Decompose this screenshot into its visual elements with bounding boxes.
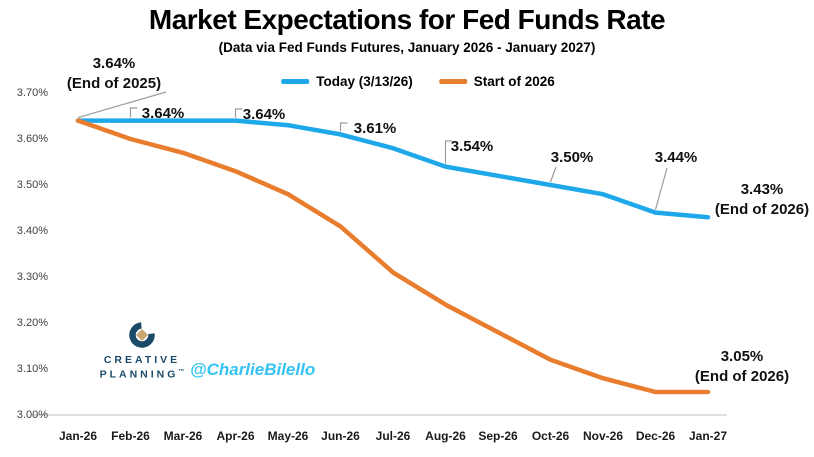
data-label: 3.05% (End of 2026) — [695, 347, 789, 387]
data-label-line: (End of 2026) — [714, 201, 810, 218]
y-tick-label: 3.30% — [16, 271, 48, 283]
logo-text-planning: PLANNING™ — [99, 368, 185, 381]
y-tick-label: 3.70% — [16, 87, 48, 99]
data-label-line: 3.64% — [92, 55, 136, 72]
data-label: 3.64% — [142, 104, 185, 124]
y-tick-label: 3.50% — [16, 179, 48, 191]
twitter-handle: @CharlieBilello — [190, 360, 316, 379]
x-tick-label: Mar-26 — [163, 429, 203, 443]
logo-c-ring — [129, 322, 155, 348]
x-tick-label: Oct-26 — [531, 429, 570, 443]
chart-title: Market Expectations for Fed Funds Rate — [148, 4, 666, 35]
legend: Today (3/13/26) Start of 2026 — [281, 74, 555, 89]
data-label-line: 3.43% — [740, 181, 784, 198]
label-leader-line — [654, 167, 668, 210]
data-label: 3.50% — [551, 148, 594, 168]
start-of-2026-series-line — [75, 118, 711, 395]
label-leader-line — [444, 140, 453, 164]
x-tick-label: Dec-26 — [635, 429, 676, 443]
x-tick-label: Jan-27 — [688, 429, 728, 443]
data-label-line: 3.64% — [141, 105, 185, 122]
label-leader-line — [129, 107, 138, 118]
label-leader-line — [549, 166, 557, 183]
creative-planning-logo-icon — [129, 322, 155, 348]
x-tick-label: Jul-26 — [375, 429, 411, 443]
legend-item: Today (3/13/26) — [281, 74, 413, 89]
x-tick-label: Apr-26 — [216, 429, 255, 443]
data-label-line: 3.05% — [720, 348, 764, 365]
x-tick-label: Jun-26 — [321, 429, 360, 443]
chart-subtitle: (Data via Fed Funds Futures, January 202… — [218, 40, 596, 55]
label-leader-line — [77, 91, 167, 119]
x-tick-label: May-26 — [267, 429, 309, 443]
y-tick-label: 3.00% — [16, 409, 48, 421]
y-tick-label: 3.20% — [16, 317, 48, 329]
x-tick-label: Sep-26 — [478, 429, 518, 443]
y-tick-label: 3.40% — [16, 225, 48, 237]
data-label-line: 3.64% — [242, 106, 286, 123]
creative-planning-logo: CREATIVE PLANNING™ — [86, 320, 198, 381]
trademark-symbol: ™ — [178, 369, 185, 375]
y-tick-label: 3.10% — [16, 363, 48, 375]
data-label: 3.61% — [354, 119, 397, 139]
data-label: 3.54% — [451, 137, 494, 157]
data-label-line: 3.54% — [450, 138, 494, 155]
data-label-line: 3.50% — [550, 149, 594, 166]
data-label: 3.64% — [243, 105, 286, 125]
data-label-line: (End of 2026) — [694, 368, 790, 385]
x-tick-label: Jan-26 — [58, 429, 98, 443]
logo-diamond — [136, 329, 148, 341]
data-label-line: 3.44% — [654, 149, 698, 166]
legend-swatch — [438, 79, 467, 84]
label-leader-line — [234, 108, 243, 118]
today-series-line — [75, 118, 711, 220]
data-label: 3.43% (End of 2026) — [715, 180, 809, 220]
data-label: 3.64% (End of 2025) — [67, 54, 161, 94]
x-tick-label: Nov-26 — [582, 429, 624, 443]
legend-label: Today (3/13/26) — [316, 74, 413, 89]
legend-swatch — [281, 79, 310, 84]
logo-text-creative: CREATIVE — [103, 354, 181, 366]
x-tick-label: Feb-26 — [111, 429, 150, 443]
label-leader-line — [339, 122, 348, 132]
legend-item: Start of 2026 — [438, 74, 555, 89]
data-label-line: (End of 2025) — [66, 75, 162, 92]
y-tick-label: 3.60% — [16, 133, 48, 145]
legend-label: Start of 2026 — [473, 74, 555, 89]
data-label-line: 3.61% — [353, 120, 397, 137]
x-tick-label: Aug-26 — [425, 429, 466, 443]
data-label: 3.44% — [655, 148, 698, 168]
